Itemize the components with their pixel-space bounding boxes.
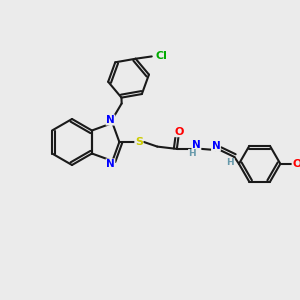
Text: N: N (212, 141, 220, 151)
Text: S: S (135, 137, 143, 147)
Text: H: H (226, 158, 234, 167)
Text: N: N (192, 140, 201, 150)
Text: N: N (106, 115, 115, 125)
Text: Cl: Cl (156, 51, 168, 62)
Text: O: O (175, 127, 184, 137)
Text: O: O (292, 159, 300, 169)
Text: N: N (106, 159, 115, 169)
Text: H: H (189, 149, 196, 158)
